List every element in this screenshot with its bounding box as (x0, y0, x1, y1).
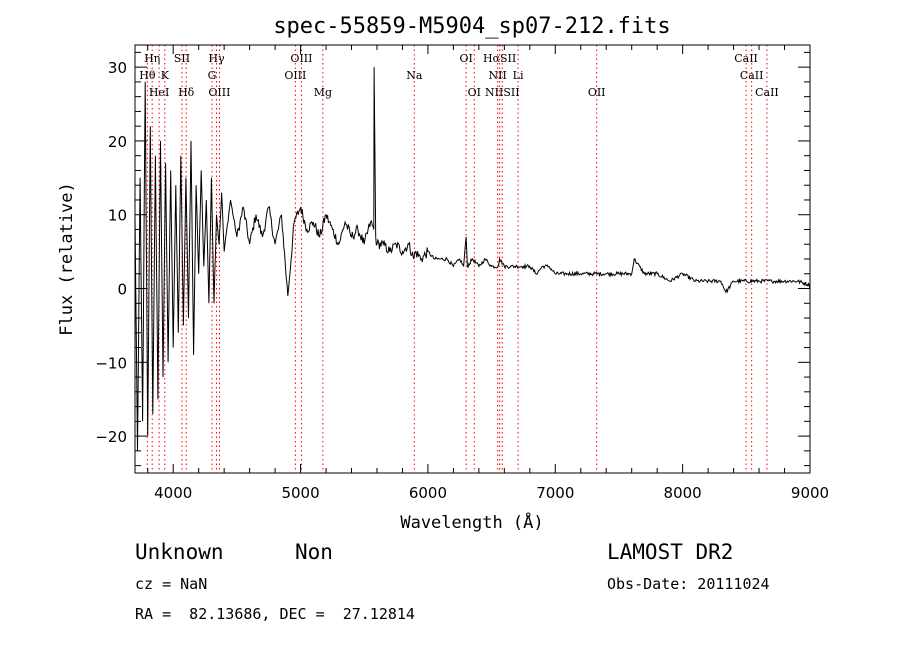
tick-labels: 4000 5000 6000 7000 8000 9000 −20 −10 0 10 20 30 (95, 59, 829, 502)
line-label: Na (406, 69, 423, 82)
x-tick-label: 5000 (281, 484, 319, 502)
line-label: OI (459, 52, 472, 65)
line-label: Hδ (178, 86, 195, 99)
x-tick-label: 8000 (664, 484, 702, 502)
survey-name: LAMOST DR2 (607, 540, 734, 564)
spectrum-line (134, 67, 811, 451)
x-tick-label: 6000 (409, 484, 447, 502)
line-label: Hη (144, 52, 160, 65)
line-label: OII (588, 86, 606, 99)
line-label: HαSII (483, 52, 516, 65)
redshift-value: cz = NaN (135, 575, 208, 593)
y-tick-label: 10 (108, 207, 127, 225)
ra-dec-coordinates: RA = 82.13686, DEC = 27.12814 (135, 605, 415, 623)
y-tick-label: 20 (108, 133, 127, 151)
line-label: CaII (740, 69, 764, 82)
line-label: Mg (314, 86, 332, 99)
object-class: Unknown (135, 540, 224, 564)
line-label: SII (174, 52, 190, 65)
line-label: K (161, 69, 170, 82)
spectrum-chart: 4000 5000 6000 7000 8000 9000 −20 −10 0 10 20 30 Hη… (57, 14, 829, 533)
x-tick-label: 9000 (791, 484, 829, 502)
line-label: Hγ (208, 52, 225, 65)
line-label: Hθ (139, 69, 156, 82)
line-label: OIII (290, 52, 312, 65)
line-label: G (208, 69, 217, 82)
line-label: HeI (149, 86, 169, 99)
x-tick-label: 4000 (154, 484, 192, 502)
y-tick-label: 30 (108, 59, 127, 77)
line-label: OI (468, 86, 481, 99)
spectral-line-labels: Hη SII Hγ OIII OI HαSII CaII Hθ K G OIII Na NII Li CaI… (139, 52, 779, 99)
y-tick-label: −20 (95, 428, 127, 446)
x-tick-label: 7000 (536, 484, 574, 502)
line-label: CaII (734, 52, 758, 65)
line-label: OIII (284, 69, 306, 82)
line-label: OIII (208, 86, 230, 99)
observation-date: Obs-Date: 20111024 (607, 575, 770, 593)
y-tick-label: 0 (117, 281, 127, 299)
spectral-line-markers (146, 45, 768, 473)
line-label: NIISII (485, 86, 520, 99)
object-subclass: Non (295, 540, 333, 564)
line-label: Li (513, 69, 524, 82)
line-label: CaII (755, 86, 779, 99)
line-label: NII (489, 69, 507, 82)
x-axis-label: Wavelength (Å) (400, 511, 543, 533)
y-axis-label: Flux (relative) (57, 182, 77, 336)
chart-title: spec-55859-M5904_sp07-212.fits (273, 14, 670, 39)
y-tick-label: −10 (95, 354, 127, 372)
